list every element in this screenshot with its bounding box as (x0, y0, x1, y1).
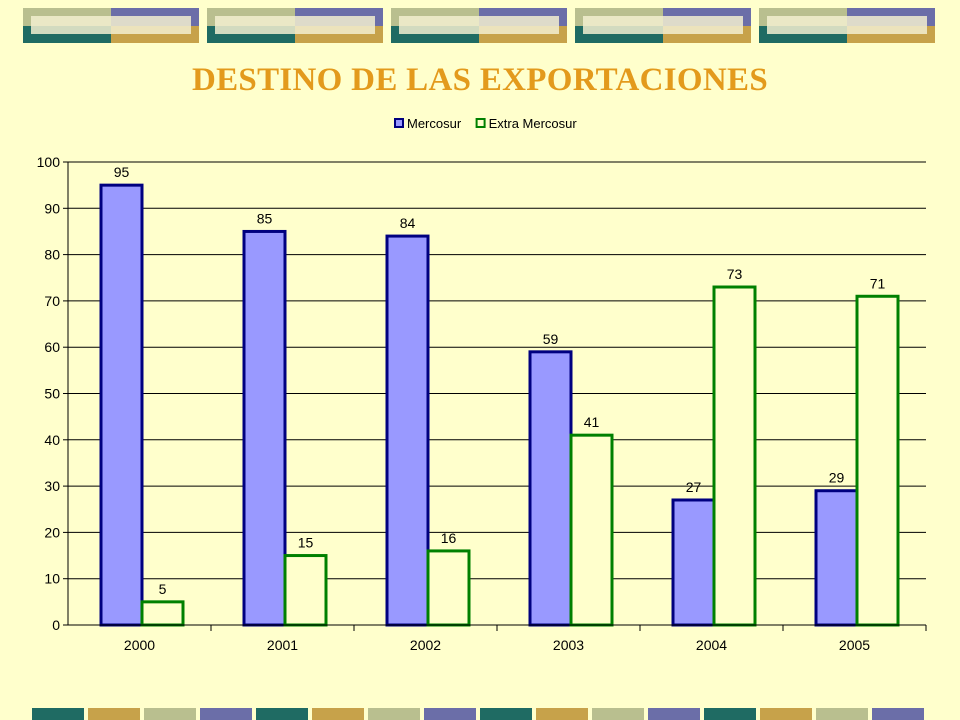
data-label: 15 (298, 535, 314, 551)
top-decoration-block (759, 8, 935, 43)
bottom-decoration-segment (536, 708, 588, 720)
y-tick-label: 40 (44, 432, 60, 448)
bottom-decoration-segment (88, 708, 140, 720)
data-label: 16 (441, 530, 457, 546)
data-label: 59 (543, 331, 559, 347)
data-label: 71 (870, 275, 886, 291)
bar-mercosur (528, 350, 573, 627)
data-label: 5 (159, 581, 167, 597)
data-label: 41 (584, 414, 600, 430)
gridlines (68, 161, 926, 580)
bottom-decoration-segment (592, 708, 644, 720)
bottom-decoration-segment (368, 708, 420, 720)
bottom-decoration-segment (424, 708, 476, 720)
legend-item-extra-mercosur: Extra Mercosur (475, 116, 578, 131)
bars (99, 183, 900, 627)
y-tick-label: 10 (44, 571, 60, 587)
legend-label: Mercosur (407, 116, 462, 131)
data-label: 85 (257, 210, 273, 226)
bottom-decoration-segment (312, 708, 364, 720)
bar-mercosur (99, 183, 144, 627)
bar-extra-mercosur (426, 549, 471, 627)
data-labels: 95 5 85 15 84 16 59 41 27 73 29 71 (114, 164, 886, 597)
bar-mercosur (814, 489, 859, 627)
x-tick-label: 2005 (839, 637, 870, 653)
x-tick-label: 2003 (553, 637, 584, 653)
legend-label: Extra Mercosur (489, 116, 578, 131)
bottom-decoration-segment (760, 708, 812, 720)
y-tick-label: 70 (44, 293, 60, 309)
bar-extra-mercosur (140, 600, 185, 627)
bottom-decoration (32, 708, 924, 720)
slide-title: DESTINO DE LAS EXPORTACIONES (191, 62, 768, 98)
y-tick-label: 80 (44, 247, 60, 263)
bottom-decoration-segment (480, 708, 532, 720)
x-tick-label: 2002 (410, 637, 441, 653)
bottom-decoration-segment (816, 708, 868, 720)
y-tick-label: 0 (52, 617, 60, 633)
bottom-decoration-segment (200, 708, 252, 720)
x-tick-label: 2001 (267, 637, 298, 653)
data-label: 29 (829, 470, 845, 486)
bar-extra-mercosur (569, 433, 614, 627)
data-label: 73 (727, 266, 743, 282)
y-tick-label: 50 (44, 386, 60, 402)
y-tick-label: 90 (44, 200, 60, 216)
bottom-decoration-segment (872, 708, 924, 720)
data-label: 95 (114, 164, 130, 180)
bottom-decoration-segment (32, 708, 84, 720)
bottom-decoration-segment (256, 708, 308, 720)
legend-swatch (475, 118, 486, 128)
y-tick-label: 100 (37, 154, 61, 170)
top-decoration-block (23, 8, 199, 43)
bar-extra-mercosur (712, 285, 757, 627)
axes: 0 10 20 30 40 50 60 70 80 90 100 2000 2001 2002 2003 20… (37, 154, 927, 653)
bottom-decoration-segment (144, 708, 196, 720)
top-decoration-block (207, 8, 383, 43)
chart-legend: Mercosur Extra Mercosur (394, 116, 578, 131)
x-tick-label: 2004 (696, 637, 727, 653)
bar-extra-mercosur (855, 294, 900, 627)
bar-mercosur (671, 498, 716, 627)
y-tick-label: 60 (44, 339, 60, 355)
bar-mercosur (385, 234, 430, 627)
top-decoration-block (391, 8, 567, 43)
bottom-decoration-segment (648, 708, 700, 720)
data-label: 84 (400, 215, 416, 231)
bar-chart: Mercosur Extra Mercosur 0 10 20 30 40 50 60 70 80… (37, 116, 927, 653)
x-tick-label: 2000 (124, 637, 155, 653)
top-decoration-block (575, 8, 751, 43)
bar-mercosur (242, 229, 287, 627)
top-decoration (23, 8, 935, 43)
legend-swatch (394, 118, 404, 128)
y-tick-label: 20 (44, 524, 60, 540)
legend-item-mercosur: Mercosur (394, 116, 462, 131)
data-label: 27 (686, 479, 702, 495)
bottom-decoration-segment (704, 708, 756, 720)
y-tick-label: 30 (44, 478, 60, 494)
bar-extra-mercosur (283, 554, 328, 627)
